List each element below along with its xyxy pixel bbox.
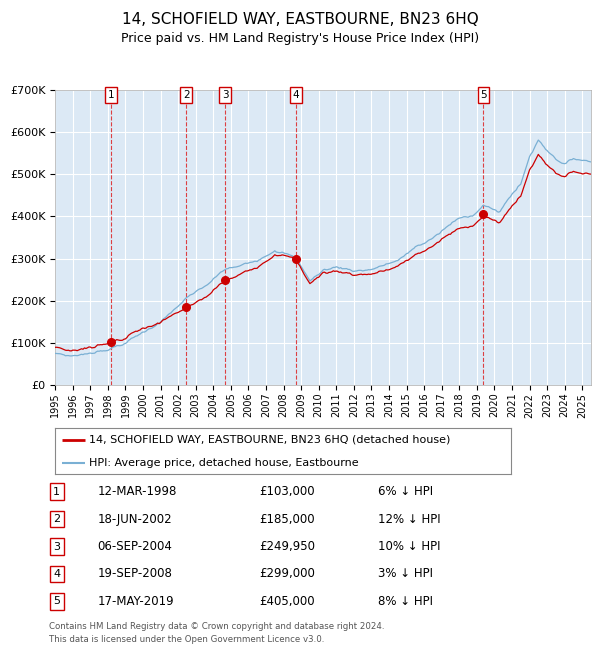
- Text: Contains HM Land Registry data © Crown copyright and database right 2024.: Contains HM Land Registry data © Crown c…: [49, 622, 385, 631]
- Text: £405,000: £405,000: [259, 595, 315, 608]
- Text: £185,000: £185,000: [259, 513, 315, 526]
- Text: 2: 2: [53, 514, 60, 524]
- Text: 1: 1: [108, 90, 115, 100]
- Text: 1: 1: [53, 487, 60, 497]
- Text: 4: 4: [293, 90, 299, 100]
- Text: 12-MAR-1998: 12-MAR-1998: [97, 485, 176, 498]
- Text: 12% ↓ HPI: 12% ↓ HPI: [378, 513, 440, 526]
- Text: This data is licensed under the Open Government Licence v3.0.: This data is licensed under the Open Gov…: [49, 635, 325, 644]
- Text: HPI: Average price, detached house, Eastbourne: HPI: Average price, detached house, East…: [89, 458, 359, 467]
- Text: 5: 5: [480, 90, 487, 100]
- Text: 3% ↓ HPI: 3% ↓ HPI: [378, 567, 433, 580]
- Text: 10% ↓ HPI: 10% ↓ HPI: [378, 540, 440, 553]
- Text: 18-JUN-2002: 18-JUN-2002: [97, 513, 172, 526]
- Text: 14, SCHOFIELD WAY, EASTBOURNE, BN23 6HQ (detached house): 14, SCHOFIELD WAY, EASTBOURNE, BN23 6HQ …: [89, 434, 451, 445]
- Text: 2: 2: [183, 90, 190, 100]
- Text: 06-SEP-2004: 06-SEP-2004: [97, 540, 172, 553]
- Text: 8% ↓ HPI: 8% ↓ HPI: [378, 595, 433, 608]
- Text: Price paid vs. HM Land Registry's House Price Index (HPI): Price paid vs. HM Land Registry's House …: [121, 32, 479, 45]
- Text: 3: 3: [53, 541, 60, 551]
- Text: £249,950: £249,950: [259, 540, 315, 553]
- Text: £299,000: £299,000: [259, 567, 315, 580]
- Text: 3: 3: [222, 90, 229, 100]
- Text: 17-MAY-2019: 17-MAY-2019: [97, 595, 174, 608]
- Text: £103,000: £103,000: [259, 485, 315, 498]
- Text: 6% ↓ HPI: 6% ↓ HPI: [378, 485, 433, 498]
- Text: 4: 4: [53, 569, 60, 579]
- Text: 14, SCHOFIELD WAY, EASTBOURNE, BN23 6HQ: 14, SCHOFIELD WAY, EASTBOURNE, BN23 6HQ: [122, 12, 478, 27]
- Text: 19-SEP-2008: 19-SEP-2008: [97, 567, 172, 580]
- Text: 5: 5: [53, 596, 60, 606]
